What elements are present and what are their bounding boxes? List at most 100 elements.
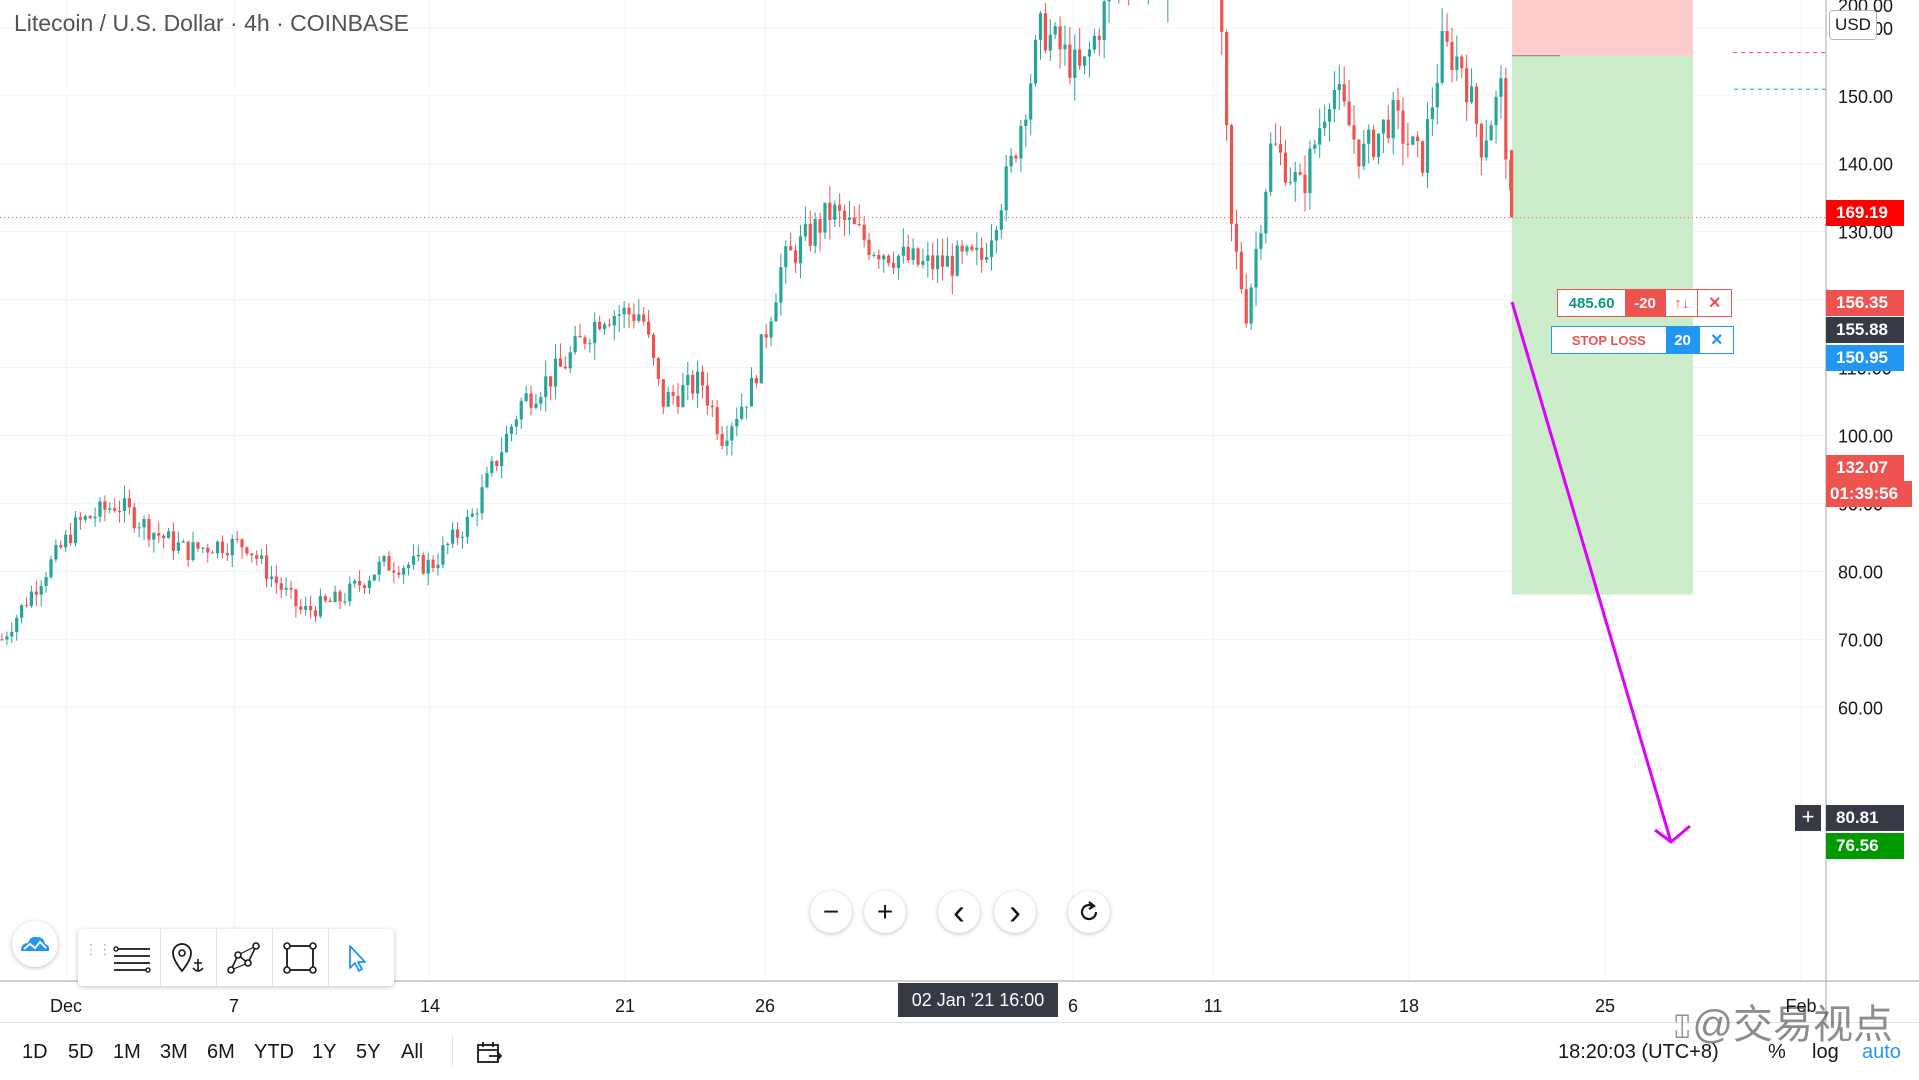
reverse-order-button[interactable]: ↑↓ — [1664, 290, 1698, 316]
candle-body — [328, 600, 332, 602]
candle-body — [578, 336, 582, 338]
zoom-out-button[interactable]: − — [810, 891, 852, 933]
candle-body — [671, 391, 675, 396]
lines-icon — [113, 946, 151, 973]
candle-body — [240, 539, 244, 548]
candle-body — [34, 591, 38, 595]
candle-body — [1234, 223, 1239, 252]
candle-body — [999, 210, 1003, 230]
candle-body — [891, 263, 896, 268]
reset-chart-button[interactable] — [1068, 891, 1110, 933]
period-button[interactable]: 1M — [113, 1041, 141, 1063]
candle-body — [88, 516, 92, 519]
close-order-icon[interactable]: × — [1697, 290, 1731, 316]
candle-body — [509, 426, 514, 434]
candle-body — [480, 487, 484, 514]
cursor-tool[interactable] — [334, 934, 382, 982]
anchor-pin-tool[interactable] — [164, 934, 212, 982]
candle-body — [842, 210, 847, 220]
candle-body — [1249, 287, 1253, 324]
period-button[interactable]: 5D — [68, 1041, 94, 1063]
candle-body — [431, 559, 435, 569]
candle-body — [1097, 35, 1101, 40]
candle-body — [186, 541, 190, 560]
time-tick-label: 6 — [1068, 996, 1078, 1016]
candle-body — [1274, 143, 1278, 145]
zoom-in-button[interactable]: + — [864, 891, 906, 933]
countdown-tag: 01:39:56 — [1826, 481, 1912, 507]
period-button[interactable]: All — [401, 1041, 424, 1063]
candle-body — [73, 517, 78, 544]
candle-body — [1019, 125, 1023, 159]
candle-body — [392, 570, 396, 573]
candle-body — [666, 391, 670, 407]
entry-price-tag: 155.88 — [1826, 317, 1904, 343]
time-tick-label: 26 — [755, 996, 775, 1016]
candle-body — [1244, 289, 1248, 324]
order-line-box[interactable]: 485.60 -20 ↑↓ × — [1557, 289, 1732, 317]
auto-toggle[interactable]: auto — [1862, 1041, 1901, 1063]
candle-body — [695, 371, 700, 394]
drag-handle-icon[interactable]: ⋮⋮ — [84, 941, 112, 957]
candle-body — [1078, 49, 1082, 66]
candle-body — [24, 605, 29, 607]
candle-body — [196, 542, 200, 549]
lines-tool[interactable] — [108, 934, 156, 982]
candle-body — [93, 516, 97, 519]
candle-body — [1063, 44, 1067, 50]
title-separator: · — [230, 10, 238, 36]
symbol-title: Litecoin / U.S. Dollar · 4h · COINBASE — [14, 10, 409, 37]
price-tick-label: 140.00 — [1838, 155, 1893, 175]
pattern-tool[interactable] — [220, 934, 268, 982]
candle-body — [808, 223, 812, 246]
crosshair-plus-button[interactable]: + — [1795, 805, 1821, 831]
candle-body — [1254, 248, 1258, 288]
candle-body — [323, 596, 327, 601]
candle-body — [730, 426, 734, 441]
candle-body — [309, 605, 313, 611]
calendar-goto-icon[interactable] — [475, 1040, 503, 1071]
percent-toggle[interactable]: % — [1768, 1041, 1786, 1063]
candle-body — [500, 452, 504, 467]
period-button[interactable]: 1Y — [312, 1041, 337, 1063]
candle-body — [1259, 233, 1263, 249]
candle-body — [318, 596, 323, 617]
currency-button[interactable]: USD — [1829, 10, 1877, 40]
candle-body — [1430, 107, 1434, 120]
time-tick-label: Feb — [1785, 996, 1816, 1016]
candle-body — [436, 564, 440, 569]
candle-body — [1474, 86, 1479, 124]
candle-body — [744, 406, 749, 408]
period-button[interactable]: YTD — [254, 1041, 294, 1063]
candle-body — [994, 229, 999, 241]
candle-body — [274, 576, 278, 584]
candle-body — [1029, 83, 1033, 120]
candle-body — [980, 247, 984, 260]
close-stop-loss-icon[interactable]: × — [1699, 327, 1733, 353]
tradingview-logo[interactable] — [12, 921, 58, 967]
period-button[interactable]: 6M — [207, 1041, 235, 1063]
candle-body — [901, 246, 905, 256]
price-tick-label: 60.00 — [1838, 698, 1883, 718]
candle-body — [446, 543, 450, 546]
stop-loss-line-box[interactable]: STOP LOSS 20 × — [1551, 326, 1734, 354]
scroll-left-button[interactable]: ‹ — [938, 891, 980, 933]
interval[interactable]: 4h — [244, 10, 270, 36]
candle-body — [1293, 172, 1297, 182]
candle-body — [279, 583, 283, 590]
candle-body — [162, 535, 166, 539]
period-button[interactable]: 5Y — [356, 1041, 381, 1063]
clock-timezone[interactable]: 18:20:03 (UTC+8) — [1558, 1041, 1719, 1063]
log-toggle[interactable]: log — [1812, 1041, 1839, 1063]
reset-icon — [1080, 901, 1098, 921]
candle-body — [353, 580, 357, 584]
period-button[interactable]: 3M — [160, 1041, 188, 1063]
candle-body — [558, 358, 563, 367]
candle-body — [1004, 166, 1008, 211]
scroll-right-button[interactable]: › — [994, 891, 1036, 933]
period-button[interactable]: 1D — [22, 1041, 48, 1063]
rectangle-tool[interactable] — [276, 934, 324, 982]
candle-body — [936, 255, 940, 270]
candle-body — [602, 324, 607, 330]
